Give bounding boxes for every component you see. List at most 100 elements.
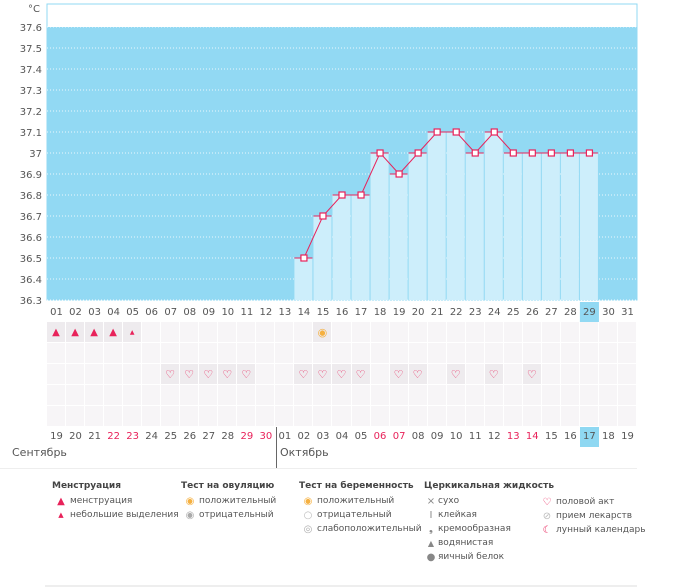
date-label[interactable]: 15 [544,431,558,442]
symptom-cell[interactable] [218,406,237,426]
symptom-cell[interactable] [465,385,484,405]
symptom-cell[interactable] [47,343,66,363]
symptom-cell[interactable] [541,322,560,342]
symptom-cell[interactable] [142,406,161,426]
symptom-cell[interactable] [142,385,161,405]
symptom-cell[interactable] [332,322,351,342]
symptom-cell[interactable] [85,406,104,426]
symptom-cell[interactable] [237,406,256,426]
symptom-cell[interactable]: ♡ [484,364,503,384]
symptom-cell[interactable] [579,406,598,426]
symptom-cell[interactable] [85,343,104,363]
symptom-cell[interactable] [427,385,446,405]
date-label[interactable]: 19 [50,431,63,442]
date-label[interactable]: 14 [525,431,539,442]
symptom-cell[interactable] [522,406,541,426]
date-label[interactable]: 16 [563,431,577,442]
symptom-cell[interactable] [123,385,142,405]
symptom-cell[interactable] [294,406,313,426]
symptom-cell[interactable] [484,343,503,363]
symptom-cell[interactable] [579,364,598,384]
symptom-cell[interactable] [560,343,579,363]
symptom-cell[interactable] [199,406,218,426]
symptom-cell[interactable] [313,406,332,426]
date-label[interactable]: 12 [487,431,501,442]
symptom-cell[interactable] [313,385,332,405]
symptom-cell[interactable] [598,364,617,384]
symptom-cell[interactable] [294,322,313,342]
symptom-cell[interactable] [579,322,598,342]
date-label[interactable]: 06 [373,431,387,442]
symptom-cell[interactable] [313,343,332,363]
date-label[interactable]: 25 [164,431,178,442]
symptom-cell[interactable] [351,322,370,342]
symptom-cell[interactable] [598,343,617,363]
symptom-cell[interactable]: ♡ [522,364,541,384]
symptom-cell[interactable] [66,364,85,384]
symptom-cell[interactable] [47,385,66,405]
symptom-cell[interactable] [579,343,598,363]
symptom-cell[interactable] [484,385,503,405]
symptom-cell[interactable] [617,343,636,363]
symptom-cell[interactable] [617,364,636,384]
symptom-cell[interactable] [161,385,180,405]
symptom-cell[interactable] [180,406,199,426]
symptom-cell[interactable]: ♡ [389,364,408,384]
symptom-cell[interactable] [218,343,237,363]
date-label[interactable]: 02 [297,431,311,442]
symptom-cell[interactable] [161,343,180,363]
symptom-cell[interactable] [218,322,237,342]
symptom-cell[interactable] [256,385,275,405]
date-label[interactable]: 05 [354,431,368,442]
symptom-cell[interactable]: ▲ [104,322,123,342]
date-label[interactable]: 23 [126,431,139,442]
symptom-cell[interactable] [370,385,389,405]
symptom-cell[interactable] [332,406,351,426]
symptom-cell[interactable] [294,343,313,363]
symptom-cell[interactable]: ♡ [180,364,199,384]
symptom-cell[interactable] [66,406,85,426]
symptom-cell[interactable] [446,343,465,363]
symptom-cell[interactable] [598,385,617,405]
symptom-cell[interactable] [218,385,237,405]
symptom-cell[interactable] [541,343,560,363]
symptom-cell[interactable] [427,343,446,363]
symptom-cell[interactable] [142,322,161,342]
symptom-cell[interactable] [522,322,541,342]
symptom-cell[interactable] [465,406,484,426]
symptom-cell[interactable] [199,385,218,405]
symptom-cell[interactable] [503,322,522,342]
symptom-cell[interactable] [294,385,313,405]
symptom-cell[interactable]: ♡ [313,364,332,384]
symptom-cell[interactable] [617,385,636,405]
symptom-cell[interactable] [351,343,370,363]
symptom-cell[interactable]: ♡ [237,364,256,384]
date-label[interactable]: 01 [278,431,292,442]
symptom-cell[interactable] [446,406,465,426]
symptom-cell[interactable] [237,343,256,363]
date-label[interactable]: 27 [202,431,216,442]
date-label[interactable]: 18 [602,431,615,442]
date-label[interactable]: 04 [335,431,349,442]
symptom-cell[interactable] [503,406,522,426]
symptom-cell[interactable] [541,364,560,384]
symptom-cell[interactable] [85,385,104,405]
symptom-cell[interactable]: ♡ [408,364,427,384]
date-label[interactable]: 24 [145,431,159,442]
symptom-cell[interactable] [123,343,142,363]
symptom-cell[interactable] [370,364,389,384]
symptom-cell[interactable] [104,364,123,384]
date-label[interactable]: 20 [69,431,82,442]
symptom-cell[interactable] [408,322,427,342]
symptom-cell[interactable] [199,322,218,342]
symptom-cell[interactable] [85,364,104,384]
symptom-cell[interactable] [351,406,370,426]
symptom-cell[interactable] [541,385,560,405]
symptom-cell[interactable] [617,322,636,342]
symptom-cell[interactable]: ♡ [199,364,218,384]
symptom-cell[interactable] [408,406,427,426]
date-label[interactable]: 30 [259,431,273,442]
symptom-cell[interactable] [332,385,351,405]
symptom-cell[interactable] [104,406,123,426]
symptom-cell[interactable] [275,364,294,384]
